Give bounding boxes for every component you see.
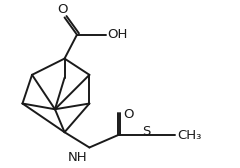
Text: O: O [57,3,68,16]
Text: O: O [123,109,133,121]
Text: NH: NH [68,151,88,164]
Text: S: S [143,125,151,138]
Text: CH₃: CH₃ [177,129,202,142]
Text: OH: OH [108,28,128,41]
